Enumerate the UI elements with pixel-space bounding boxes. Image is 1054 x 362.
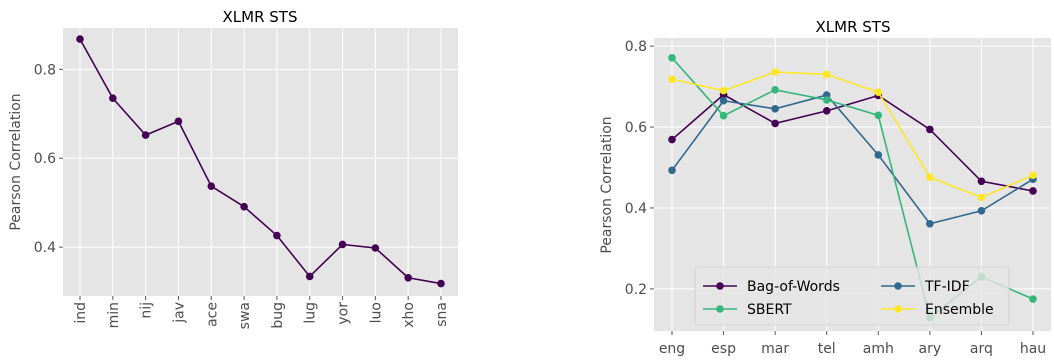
series-line (671, 94, 1034, 225)
chart-title: XLMR STS (223, 8, 298, 26)
data-point (874, 88, 883, 97)
data-point (174, 117, 183, 126)
x-tick-label: yor (336, 302, 352, 325)
x-tick-label: esp (711, 341, 736, 357)
data-point (822, 96, 831, 104)
x-tick-label: eng (659, 341, 685, 357)
y-ticks: 0.4 0.6 0.8 (34, 62, 63, 256)
data-point (874, 111, 883, 120)
y-tick-label: 0.8 (34, 62, 56, 78)
legend-label: Ensemble (925, 302, 994, 318)
data-point (977, 193, 986, 202)
y-tick-label: 0.4 (625, 201, 647, 217)
data-point (719, 96, 728, 105)
chart-title: XLMR STS (816, 18, 891, 36)
y-axis-label: Pearson Correlation (8, 93, 24, 230)
x-tick-label: sna (434, 302, 450, 327)
x-tick-label: mar (761, 341, 789, 357)
data-point (371, 244, 380, 252)
series-layer (76, 35, 445, 288)
data-point (822, 107, 831, 115)
data-point (1029, 171, 1037, 179)
data-point (141, 131, 150, 139)
x-tick-label: min (106, 302, 122, 328)
y-axis-label: Pearson Correlation (599, 116, 615, 253)
data-point (771, 119, 779, 128)
series-line (671, 93, 1034, 192)
data-point (207, 182, 216, 191)
x-tick-label: bug (270, 302, 286, 329)
data-point (1029, 187, 1037, 195)
x-ticks: ind min nij jav ace swa bug lug yor luo xho sna (73, 296, 450, 329)
series-line (671, 71, 1034, 199)
legend-box (694, 266, 1010, 326)
x-tick-label: amh (863, 341, 894, 357)
data-point (874, 151, 883, 159)
data-point (771, 68, 779, 76)
left-chart: 0.4 0.6 0.8 ind min nij jav ace swa bug lug yor luo… (8, 8, 458, 329)
x-tick-label: ace (204, 302, 220, 327)
x-tick-label: xho (401, 302, 417, 328)
x-tick-label: hau (1020, 341, 1046, 357)
data-point (305, 272, 314, 281)
x-tick-label: ary (919, 341, 942, 357)
x-tick-label: lug (303, 302, 319, 324)
data-point (926, 219, 934, 228)
plot-background (63, 28, 458, 296)
right-chart: 0.2 0.4 0.6 0.8 eng esp mar tel amh ary arq hau XL… (599, 18, 1051, 357)
series-line (79, 38, 442, 285)
legend-label: TF-IDF (924, 279, 970, 295)
data-point (926, 173, 934, 182)
x-tick-label: nij (139, 302, 155, 319)
x-tick-label: swa (237, 302, 253, 329)
data-point (771, 105, 779, 113)
legend-label: SBERT (747, 302, 792, 318)
data-point (719, 111, 728, 120)
y-tick-label: 0.8 (625, 39, 647, 55)
x-tick-label: tel (818, 341, 836, 357)
data-point (668, 54, 676, 62)
x-tick-label: jav (171, 302, 187, 324)
data-point (668, 166, 676, 175)
data-point (771, 86, 779, 94)
data-point (240, 202, 248, 211)
legend-marker (716, 305, 724, 313)
legend: Bag-of-Words TF-IDF SBERT Ensemble (694, 266, 1010, 326)
data-point (338, 240, 347, 249)
legend-marker (894, 305, 902, 313)
x-tick-label: ind (73, 302, 89, 324)
data-point (668, 75, 676, 84)
data-point (977, 207, 986, 215)
data-point (1029, 295, 1037, 303)
data-point (109, 94, 117, 103)
y-tick-label: 0.6 (34, 151, 56, 167)
x-tick-label: arq (970, 341, 993, 357)
legend-marker (894, 282, 902, 290)
legend-marker (716, 282, 724, 290)
y-ticks: 0.2 0.4 0.6 0.8 (625, 39, 654, 298)
data-point (404, 273, 412, 282)
x-ticks: eng esp mar tel amh ary arq hau (659, 331, 1046, 357)
data-point (76, 35, 84, 43)
y-tick-label: 0.4 (34, 240, 56, 256)
y-tick-label: 0.6 (625, 120, 647, 136)
y-tick-label: 0.2 (625, 282, 647, 298)
data-point (273, 231, 281, 240)
data-point (926, 125, 934, 134)
data-point (668, 135, 676, 144)
x-tick-label: luo (368, 302, 384, 323)
data-point (977, 177, 986, 186)
legend-label: Bag-of-Words (747, 279, 840, 295)
data-point (437, 279, 445, 288)
data-point (822, 70, 831, 79)
data-point (719, 86, 728, 95)
